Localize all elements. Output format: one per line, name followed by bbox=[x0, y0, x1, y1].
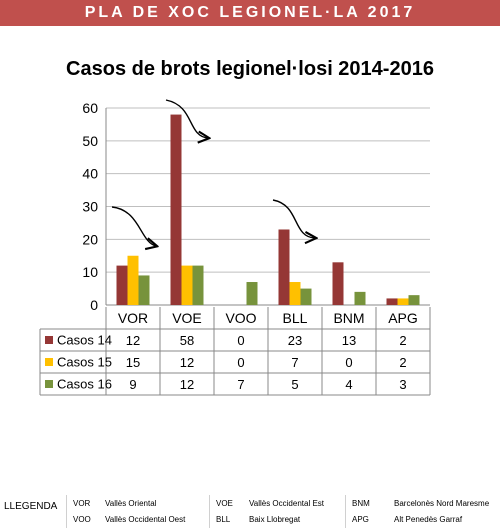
data-label: 7 bbox=[237, 377, 244, 392]
bar-casos-16-voe bbox=[192, 265, 204, 305]
legend-name-bll: Baix Llobregat bbox=[249, 515, 301, 524]
data-label: 4 bbox=[345, 377, 352, 392]
bar-casos-14-voe bbox=[170, 114, 182, 305]
y-tick-label: 60 bbox=[82, 100, 98, 116]
legend-code-voe: VOE bbox=[216, 499, 233, 508]
legend-title: LLEGENDA bbox=[4, 501, 58, 512]
x-tick-label: APG bbox=[388, 310, 418, 326]
y-tick-label: 0 bbox=[90, 297, 98, 313]
bar-casos-14-apg bbox=[386, 298, 398, 305]
legend-code-voo: VOO bbox=[73, 515, 91, 524]
bar-casos-16-apg bbox=[408, 295, 420, 305]
data-label: 15 bbox=[126, 355, 140, 370]
legend-divider bbox=[345, 495, 346, 528]
data-label: 12 bbox=[180, 355, 194, 370]
legend-swatch bbox=[45, 380, 53, 388]
x-tick-label: BLL bbox=[283, 310, 308, 326]
bar-casos-15-vor bbox=[127, 255, 139, 305]
legend-swatch bbox=[45, 336, 53, 344]
legend-name-bnm: Barcelonès Nord Maresme bbox=[394, 499, 490, 508]
data-label: 2 bbox=[399, 355, 406, 370]
y-tick-label: 50 bbox=[82, 133, 98, 149]
bar-casos-15-voe bbox=[181, 265, 193, 305]
curved-arrow-annotation bbox=[272, 199, 315, 238]
data-label: 58 bbox=[180, 333, 194, 348]
data-label: 0 bbox=[237, 355, 244, 370]
bar-casos-14-bll bbox=[278, 229, 290, 305]
series-label: Casos 16 bbox=[57, 377, 112, 392]
bar-casos-14-bnm bbox=[332, 262, 344, 305]
chart-title: Casos de brots legionel·losi 2014-2016 bbox=[66, 58, 434, 80]
data-label: 0 bbox=[345, 355, 352, 370]
x-tick-label: VOO bbox=[225, 310, 256, 326]
data-label: 12 bbox=[180, 377, 194, 392]
bar-casos-15-apg bbox=[397, 298, 409, 305]
data-label: 13 bbox=[342, 333, 356, 348]
data-label: 23 bbox=[288, 333, 302, 348]
legend-name-apg: Alt Penedès Garraf bbox=[394, 515, 463, 524]
data-label: 0 bbox=[237, 333, 244, 348]
bar-casos-15-bll bbox=[289, 282, 301, 305]
data-label: 3 bbox=[399, 377, 406, 392]
legend-swatch bbox=[45, 358, 53, 366]
legend-name-voo: Vallès Occidental Oest bbox=[105, 515, 186, 524]
y-tick-label: 10 bbox=[82, 264, 98, 280]
bar-casos-14-vor bbox=[116, 265, 128, 305]
x-tick-label: BNM bbox=[333, 310, 364, 326]
legend-code-bnm: BNM bbox=[352, 499, 370, 508]
data-label: 12 bbox=[126, 333, 140, 348]
data-label: 7 bbox=[291, 355, 298, 370]
bar-casos-16-bnm bbox=[354, 291, 366, 305]
legend-code-bll: BLL bbox=[216, 515, 231, 524]
y-tick-label: 40 bbox=[82, 166, 98, 182]
y-tick-label: 30 bbox=[82, 199, 98, 215]
legend-divider bbox=[66, 495, 67, 528]
bar-casos-16-vor bbox=[138, 275, 150, 305]
page-banner: PLA DE XOC LEGIONEL·LA 2017 bbox=[0, 0, 500, 26]
x-tick-label: VOE bbox=[172, 310, 202, 326]
curved-arrow-annotation bbox=[111, 206, 156, 246]
bar-casos-16-voo bbox=[246, 282, 258, 305]
y-tick-label: 20 bbox=[82, 231, 98, 247]
bar-casos-16-bll bbox=[300, 288, 312, 305]
series-label: Casos 15 bbox=[57, 355, 112, 370]
curved-arrow-annotation bbox=[165, 99, 208, 138]
legend-name-vor: Vallès Oriental bbox=[105, 499, 157, 508]
x-tick-label: VOR bbox=[118, 310, 148, 326]
series-label: Casos 14 bbox=[57, 333, 112, 348]
legend-code-vor: VOR bbox=[73, 499, 91, 508]
data-label: 9 bbox=[129, 377, 136, 392]
legend-name-voe: Vallès Occidental Est bbox=[249, 499, 324, 508]
legend-divider bbox=[209, 495, 210, 528]
legend-code-apg: APG bbox=[352, 515, 369, 524]
legend-block: LLEGENDA VOR Vallès Oriental VOO Vallès … bbox=[0, 495, 500, 528]
data-label: 5 bbox=[291, 377, 298, 392]
data-label: 2 bbox=[399, 333, 406, 348]
